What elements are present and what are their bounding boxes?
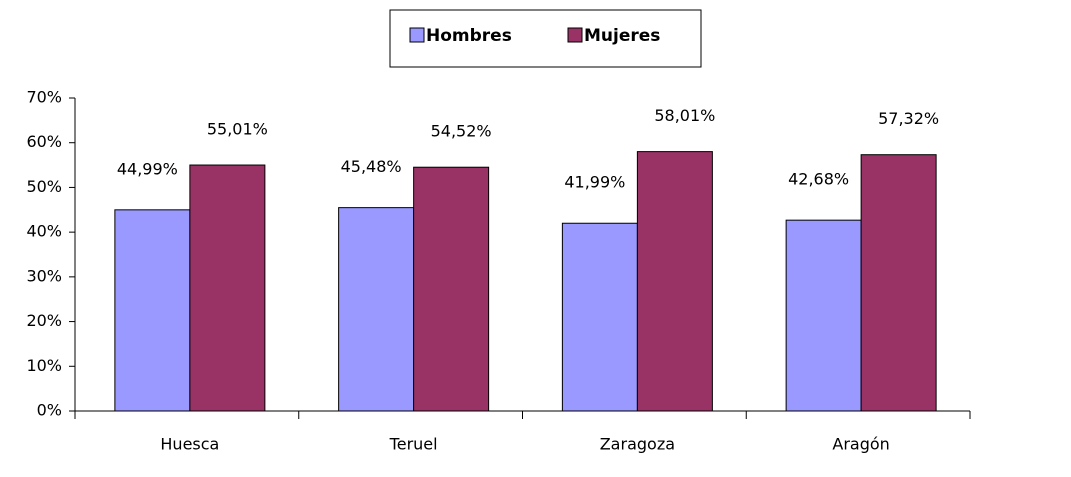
- data-label: 45,48%: [341, 157, 402, 176]
- x-tick-label: Aragón: [832, 435, 889, 454]
- x-tick-label: Zaragoza: [600, 435, 675, 454]
- bar: [636, 151, 713, 412]
- legend-box: [389, 9, 702, 68]
- y-tick-label: 50%: [26, 177, 62, 196]
- y-tick-label: 0%: [37, 401, 62, 420]
- legend-swatch: [409, 27, 425, 43]
- x-tick-label: Teruel: [389, 435, 438, 454]
- legend-label: Hombres: [426, 26, 512, 46]
- y-tick-label: 70%: [26, 88, 62, 107]
- y-tick-label: 40%: [26, 222, 62, 241]
- y-tick-label: 10%: [26, 356, 62, 375]
- data-label: 55,01%: [207, 120, 268, 139]
- data-label: 54,52%: [431, 122, 492, 141]
- legend-label: Mujeres: [584, 26, 660, 46]
- legend-swatch: [567, 27, 583, 43]
- x-tick-label: Huesca: [160, 435, 219, 454]
- data-label: 44,99%: [117, 159, 178, 178]
- data-label: 57,32%: [878, 109, 939, 128]
- bar: [189, 164, 266, 412]
- data-label: 41,99%: [564, 173, 625, 192]
- bar: [338, 207, 415, 412]
- bar: [413, 166, 490, 412]
- y-tick-label: 60%: [26, 132, 62, 151]
- bar: [785, 219, 862, 412]
- bar: [561, 222, 638, 412]
- y-tick-label: 30%: [26, 266, 62, 285]
- y-tick-label: 20%: [26, 311, 62, 330]
- bar: [114, 209, 191, 412]
- data-label: 58,01%: [654, 106, 715, 125]
- bar: [860, 154, 937, 412]
- data-label: 42,68%: [788, 170, 849, 189]
